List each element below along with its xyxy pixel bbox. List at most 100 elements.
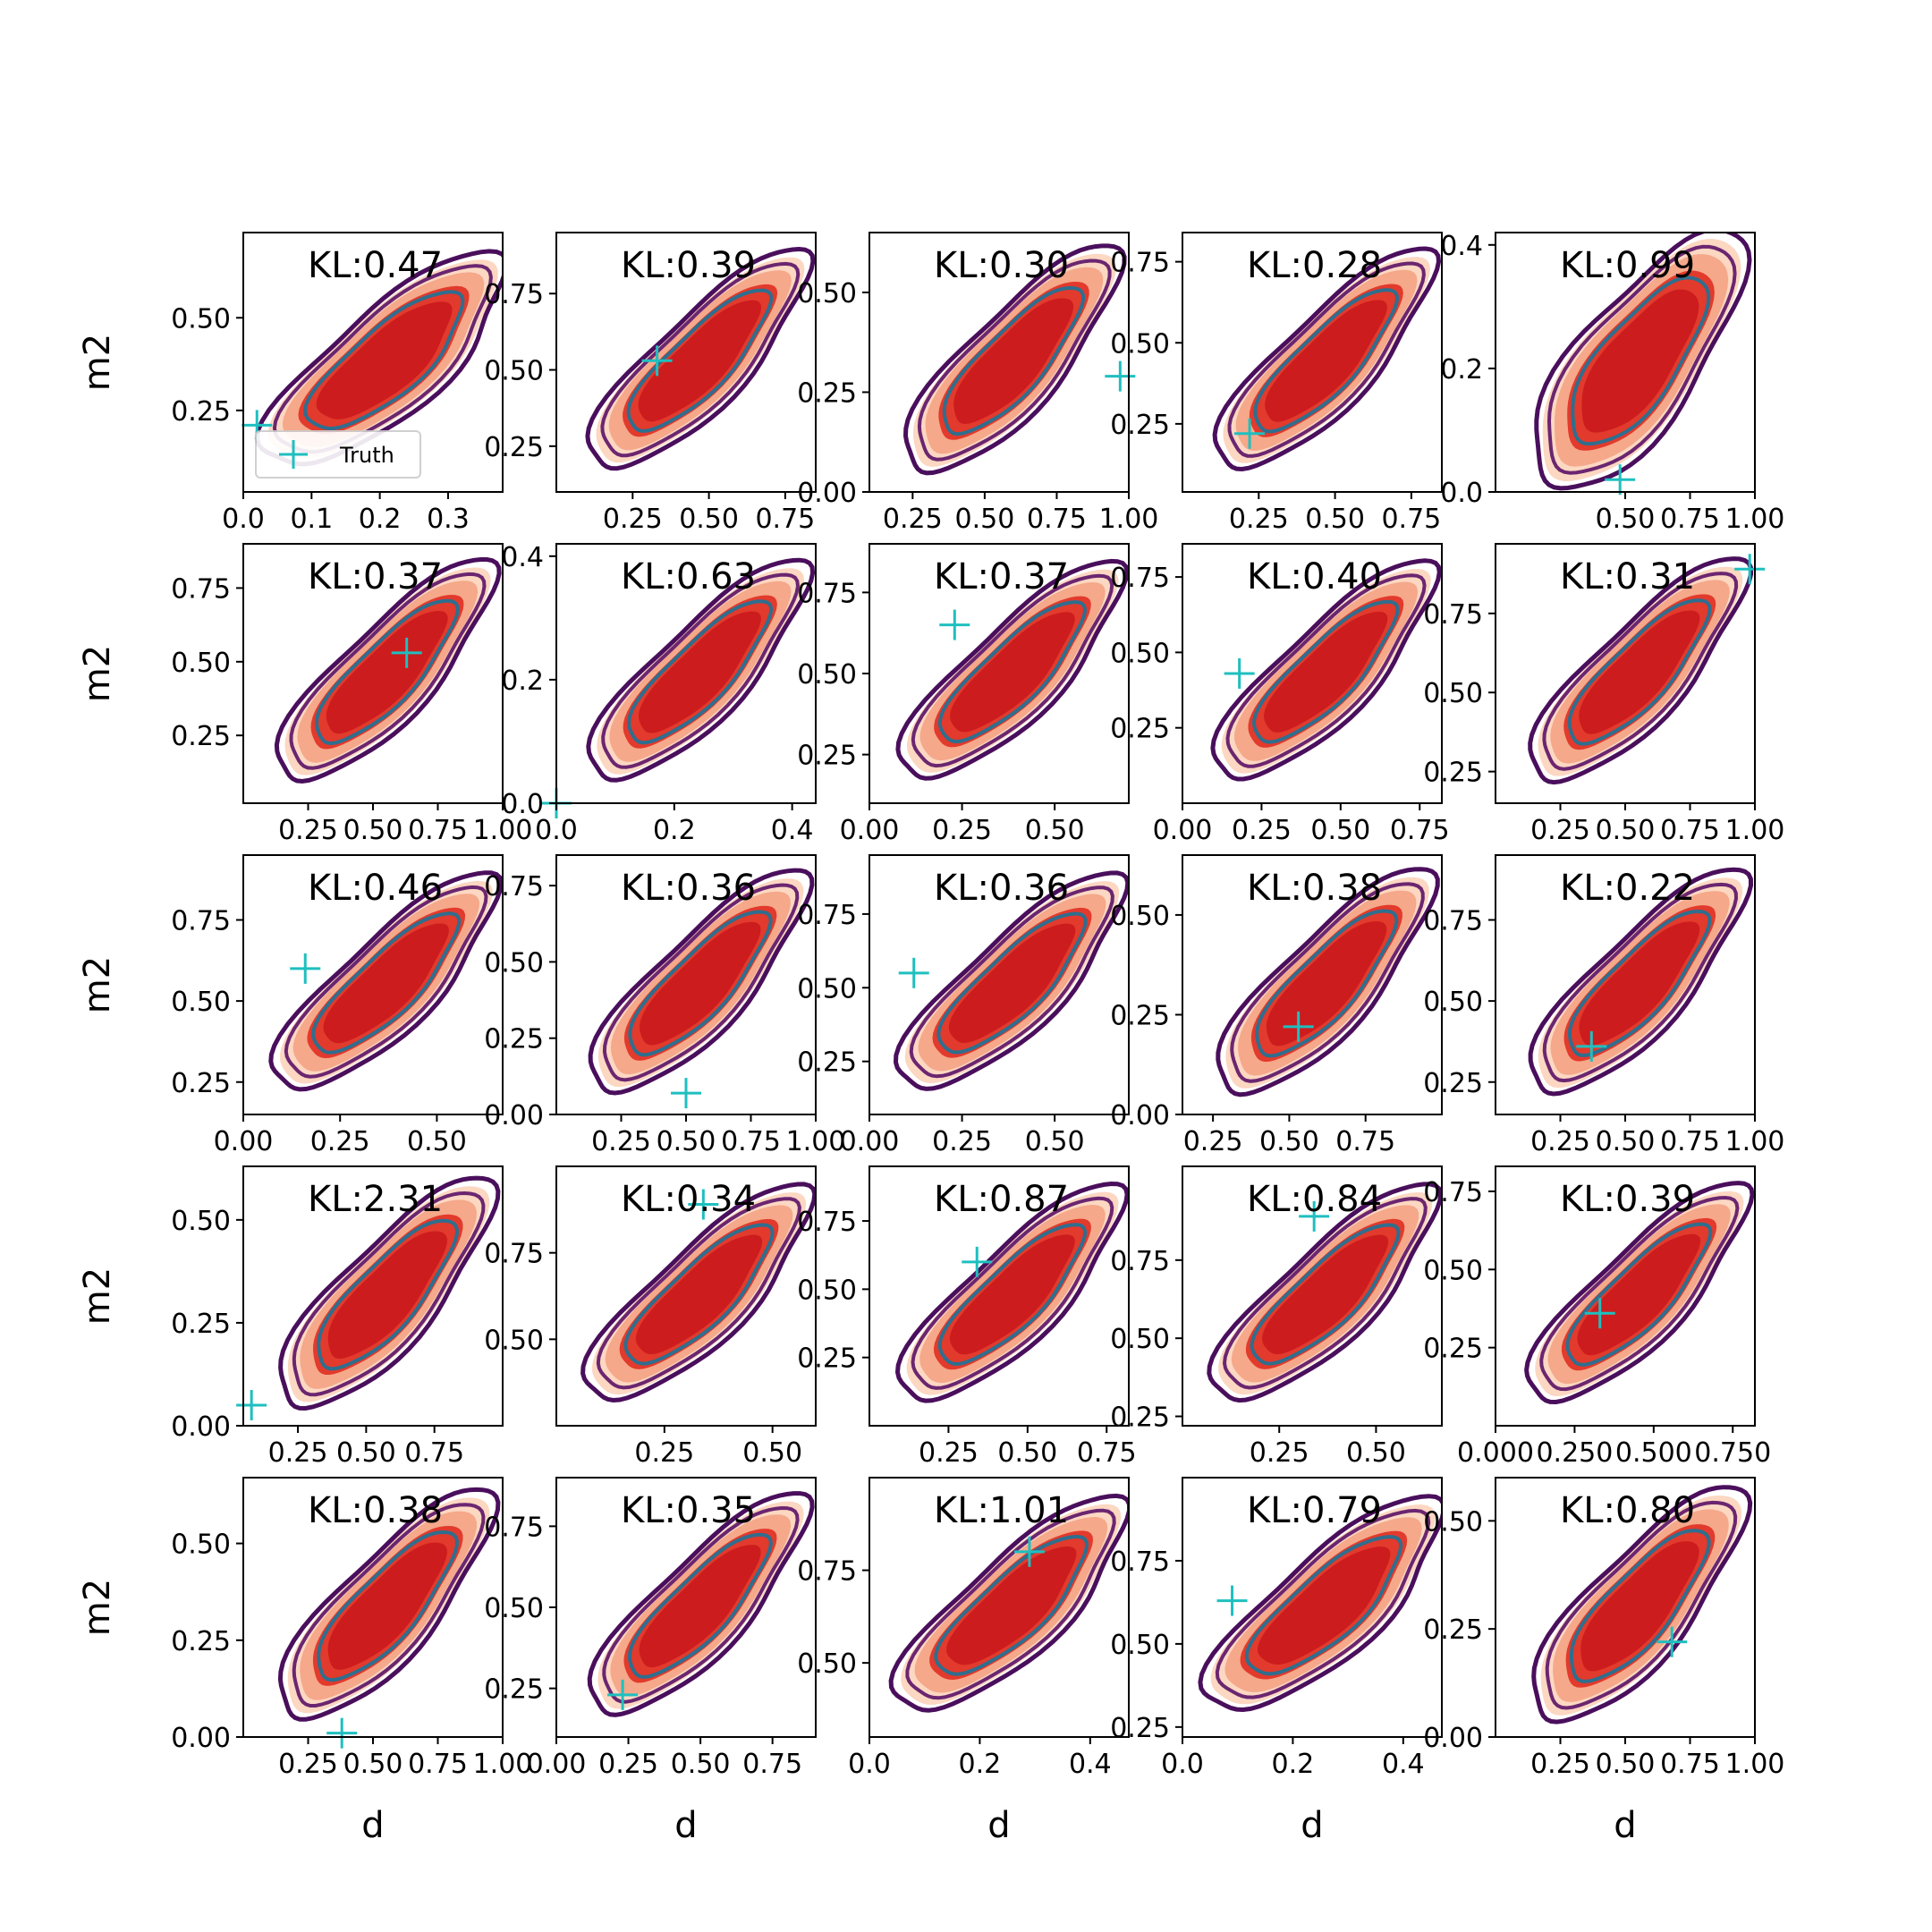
x-axis-label: d (987, 1805, 1010, 1846)
subplot-24: 0.0 0.2 0.4 0.25 0.50 0.75 KL:0.79 d (1110, 1477, 1443, 1846)
contour-inner (937, 600, 1088, 744)
contour-outer (1528, 867, 1754, 1097)
x-tick-label: 0.0 (535, 815, 578, 846)
y-tick-label: 0.50 (1110, 901, 1170, 932)
y-tick-label: 0.75 (1423, 906, 1483, 937)
y-tick-label: 0.25 (1110, 1713, 1170, 1744)
subplot-9: 0.00 0.25 0.50 0.75 0.25 0.50 0.75 KL:0.40 (1110, 543, 1450, 846)
x-tick-label: 1.00 (1725, 1126, 1785, 1157)
x-tick-label: 0.00 (840, 815, 900, 846)
x-tick-label: 0.00 (1153, 815, 1213, 846)
contour-middle (1545, 1500, 1738, 1710)
contour-outer (1531, 1485, 1753, 1724)
kl-annotation: KL:0.38 (1247, 868, 1382, 909)
x-tick-label: 0.25 (278, 815, 338, 846)
subplot-7: 0.0 0.2 0.4 0.0 0.2 0.4 KL:0.63 (501, 542, 817, 846)
truth-marker (391, 637, 422, 668)
x-tick-label: 0.25 (268, 1437, 328, 1469)
y-tick-label: 0.75 (1110, 248, 1170, 279)
x-tick-label: 0.25 (1229, 504, 1289, 535)
y-tick-label: 0.50 (797, 1648, 857, 1680)
axes-frame (869, 854, 1130, 1115)
density-fill-4 (1265, 300, 1387, 422)
y-tick-label: 0.00 (797, 478, 857, 509)
y-tick-label: 0.75 (1423, 1177, 1483, 1208)
subplot-23: 0.0 0.2 0.4 0.50 0.75 KL:1.01 d (797, 1477, 1130, 1846)
y-tick-label: 0.25 (797, 741, 857, 772)
y-tick-label: 0.25 (171, 396, 231, 428)
y-tick-label: 0.4 (501, 542, 544, 573)
contour-inner (317, 1530, 459, 1682)
x-tick-label: 0.50 (997, 1437, 1057, 1469)
y-tick-label: 0.75 (1110, 1546, 1170, 1578)
x-tick-label: 0.50 (1259, 1126, 1319, 1157)
x-tick-label: 1.00 (1725, 815, 1785, 846)
x-tick-label: 0.50 (1596, 504, 1656, 535)
x-tick-label: 1.00 (786, 1126, 846, 1157)
contour-outer (277, 1487, 501, 1722)
x-tick-label: 0.25 (1232, 815, 1292, 846)
axes-frame (242, 232, 504, 493)
kl-annotation: KL:0.84 (1247, 1179, 1382, 1220)
x-axis-label: d (1614, 1805, 1636, 1846)
contour-inner (937, 1223, 1088, 1367)
kl-annotation: KL:0.36 (934, 868, 1069, 909)
x-tick-label: 1.00 (1099, 504, 1159, 535)
contour-inner (934, 1534, 1089, 1676)
density-fill-4 (1577, 1233, 1701, 1356)
kl-annotation: KL:0.79 (1247, 1490, 1382, 1531)
contour-outer (586, 557, 816, 783)
truth-marker (1734, 554, 1766, 585)
x-tick-label: 0.2 (653, 815, 696, 846)
x-tick-label: 0.25 (598, 1749, 658, 1780)
y-tick-label: 0.50 (484, 1593, 544, 1624)
x-tick-label: 0.750 (1694, 1437, 1771, 1469)
truth-marker (1224, 658, 1255, 689)
density-fill-4 (1266, 921, 1387, 1046)
density-fill-4 (635, 1234, 763, 1355)
contour-inner (1253, 288, 1400, 434)
x-tick-label: 0.0 (848, 1749, 891, 1780)
density-fill-4 (953, 298, 1073, 424)
x-tick-label: 0.4 (1069, 1749, 1112, 1780)
density-fill-4 (1580, 1541, 1699, 1672)
y-tick-label: 0.25 (1423, 758, 1483, 789)
kl-annotation: KL:0.40 (1247, 556, 1382, 597)
y-tick-label: 0.50 (171, 987, 231, 1018)
density-fill-4 (640, 921, 761, 1046)
kl-annotation: KL:0.37 (934, 556, 1069, 597)
y-tick-label: 0.00 (1423, 1723, 1483, 1754)
y-tick-label: 0.50 (1110, 638, 1170, 669)
y-tick-label: 0.25 (1110, 410, 1170, 441)
density-fill-4 (1579, 610, 1700, 734)
y-tick-label: 0.75 (797, 1556, 857, 1588)
x-tick-label: 0.2 (1272, 1749, 1315, 1780)
contour-inner (317, 1218, 459, 1371)
x-axis-label: d (361, 1805, 384, 1846)
contour-middle (284, 885, 488, 1079)
truth-marker (1605, 464, 1636, 496)
density-fill-4 (1264, 611, 1388, 733)
axes-frame (1495, 1165, 1756, 1427)
subplot-13: 0.00 0.25 0.50 0.25 0.50 0.75 KL:0.36 (797, 854, 1130, 1157)
contour-outer (585, 246, 816, 471)
subplot-19: 0.25 0.50 0.25 0.50 0.75 KL:0.84 (1110, 1165, 1443, 1469)
y-tick-label: 0.2 (1440, 354, 1483, 386)
contour-outer (895, 558, 1129, 781)
subplot-11: 0.00 0.25 0.50 0.25 0.50 0.75 KL:0.46 m2 (77, 854, 504, 1157)
truth-marker (326, 1717, 358, 1749)
subplot-1: 0.0 0.1 0.2 0.3 0.25 0.50 KL:0.47 Truth m2 (77, 232, 504, 535)
contour-inner (1567, 598, 1712, 746)
kl-annotation: KL:0.36 (621, 868, 756, 909)
contour-inner (942, 285, 1086, 436)
y-tick-label: 0.00 (171, 1411, 231, 1443)
y-tick-label: 0.25 (484, 432, 544, 463)
x-tick-label: 0.3 (427, 504, 470, 535)
contour-middle (1542, 882, 1739, 1083)
x-tick-label: 0.75 (1660, 1749, 1720, 1780)
y-tick-label: 0.00 (1110, 1100, 1170, 1131)
y-tick-label: 0.75 (171, 906, 231, 937)
x-tick-label: 0.2 (359, 504, 402, 535)
subplot-5: 0.50 0.75 1.00 0.0 0.2 0.4 KL:0.99 (1440, 231, 1784, 535)
subplot-4: 0.25 0.50 0.75 0.25 0.50 0.75 KL:0.28 (1110, 232, 1443, 535)
